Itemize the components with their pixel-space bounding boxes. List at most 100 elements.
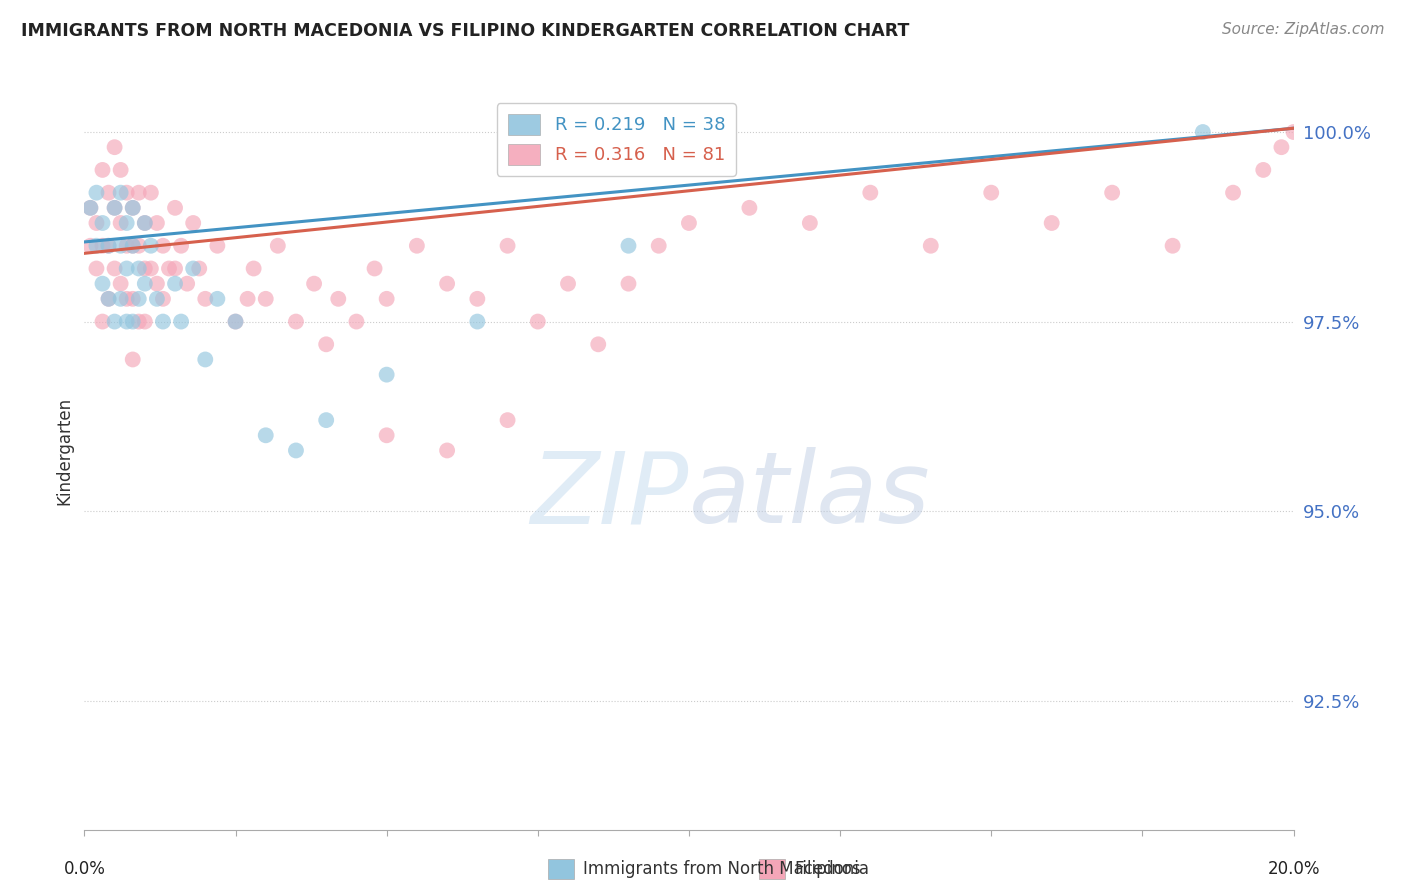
Text: atlas: atlas — [689, 448, 931, 544]
Point — [436, 277, 458, 291]
Point — [115, 292, 138, 306]
Point — [980, 186, 1002, 200]
Point — [302, 277, 325, 291]
Point — [110, 216, 132, 230]
Point — [617, 239, 640, 253]
Point — [128, 261, 150, 276]
Text: Immigrants from North Macedonia: Immigrants from North Macedonia — [583, 860, 869, 878]
Point — [121, 201, 143, 215]
Point — [86, 216, 108, 230]
Point — [86, 261, 108, 276]
Point — [146, 216, 169, 230]
Point — [194, 352, 217, 367]
Text: Source: ZipAtlas.com: Source: ZipAtlas.com — [1222, 22, 1385, 37]
Point — [121, 201, 143, 215]
Point — [557, 277, 579, 291]
Point — [139, 239, 162, 253]
Point — [406, 239, 429, 253]
Point — [285, 443, 308, 458]
Point — [97, 292, 120, 306]
Point — [1222, 186, 1244, 200]
Point — [527, 315, 550, 329]
Point — [170, 315, 193, 329]
Point — [236, 292, 259, 306]
Point — [97, 239, 120, 253]
Point — [165, 261, 187, 276]
Point — [91, 163, 114, 178]
Point — [110, 186, 132, 200]
Point — [152, 239, 174, 253]
Point — [104, 201, 127, 215]
Point — [115, 315, 138, 329]
Point — [375, 368, 398, 382]
Y-axis label: Kindergarten: Kindergarten — [55, 396, 73, 505]
Point — [267, 239, 290, 253]
Point — [104, 140, 127, 154]
Point — [617, 277, 640, 291]
Point — [134, 315, 156, 329]
Point — [920, 239, 942, 253]
Point — [285, 315, 308, 329]
Point — [648, 239, 671, 253]
Point — [79, 239, 101, 253]
Point — [315, 337, 337, 351]
Point — [1253, 163, 1275, 178]
Point — [115, 239, 138, 253]
Point — [104, 261, 127, 276]
Point — [496, 239, 519, 253]
Point — [134, 216, 156, 230]
Point — [188, 261, 211, 276]
Point — [859, 186, 882, 200]
Point — [170, 239, 193, 253]
Point — [165, 277, 187, 291]
Point — [110, 163, 132, 178]
Point — [363, 261, 385, 276]
Point — [97, 292, 120, 306]
Point — [86, 186, 108, 200]
Point — [121, 352, 143, 367]
Text: 0.0%: 0.0% — [63, 860, 105, 878]
Point — [134, 277, 156, 291]
Point — [1192, 125, 1215, 139]
Text: Filipinos: Filipinos — [794, 860, 860, 878]
Point — [115, 216, 138, 230]
Point — [1040, 216, 1063, 230]
Point — [110, 292, 132, 306]
Point — [91, 315, 114, 329]
Point — [242, 261, 264, 276]
Point — [254, 292, 277, 306]
Point — [375, 292, 398, 306]
Point — [91, 239, 114, 253]
Point — [152, 315, 174, 329]
Point — [738, 201, 761, 215]
Point — [328, 292, 350, 306]
Point — [1270, 140, 1292, 154]
Point — [225, 315, 247, 329]
Point — [86, 239, 108, 253]
Point — [128, 239, 150, 253]
Point — [678, 216, 700, 230]
Point — [134, 261, 156, 276]
Point — [315, 413, 337, 427]
Point — [128, 186, 150, 200]
Point — [121, 239, 143, 253]
Text: IMMIGRANTS FROM NORTH MACEDONIA VS FILIPINO KINDERGARTEN CORRELATION CHART: IMMIGRANTS FROM NORTH MACEDONIA VS FILIP… — [21, 22, 910, 40]
Point — [121, 239, 143, 253]
Point — [121, 292, 143, 306]
Text: 20.0%: 20.0% — [1267, 860, 1320, 878]
Point — [115, 186, 138, 200]
Point — [799, 216, 821, 230]
Point — [134, 216, 156, 230]
Point — [97, 239, 120, 253]
Point — [496, 413, 519, 427]
Legend: R = 0.219   N = 38, R = 0.316   N = 81: R = 0.219 N = 38, R = 0.316 N = 81 — [496, 103, 735, 176]
Point — [128, 315, 150, 329]
Point — [139, 261, 162, 276]
Point — [152, 292, 174, 306]
Point — [104, 201, 127, 215]
Point — [115, 261, 138, 276]
Point — [97, 186, 120, 200]
Point — [79, 201, 101, 215]
Point — [91, 216, 114, 230]
Point — [467, 292, 489, 306]
